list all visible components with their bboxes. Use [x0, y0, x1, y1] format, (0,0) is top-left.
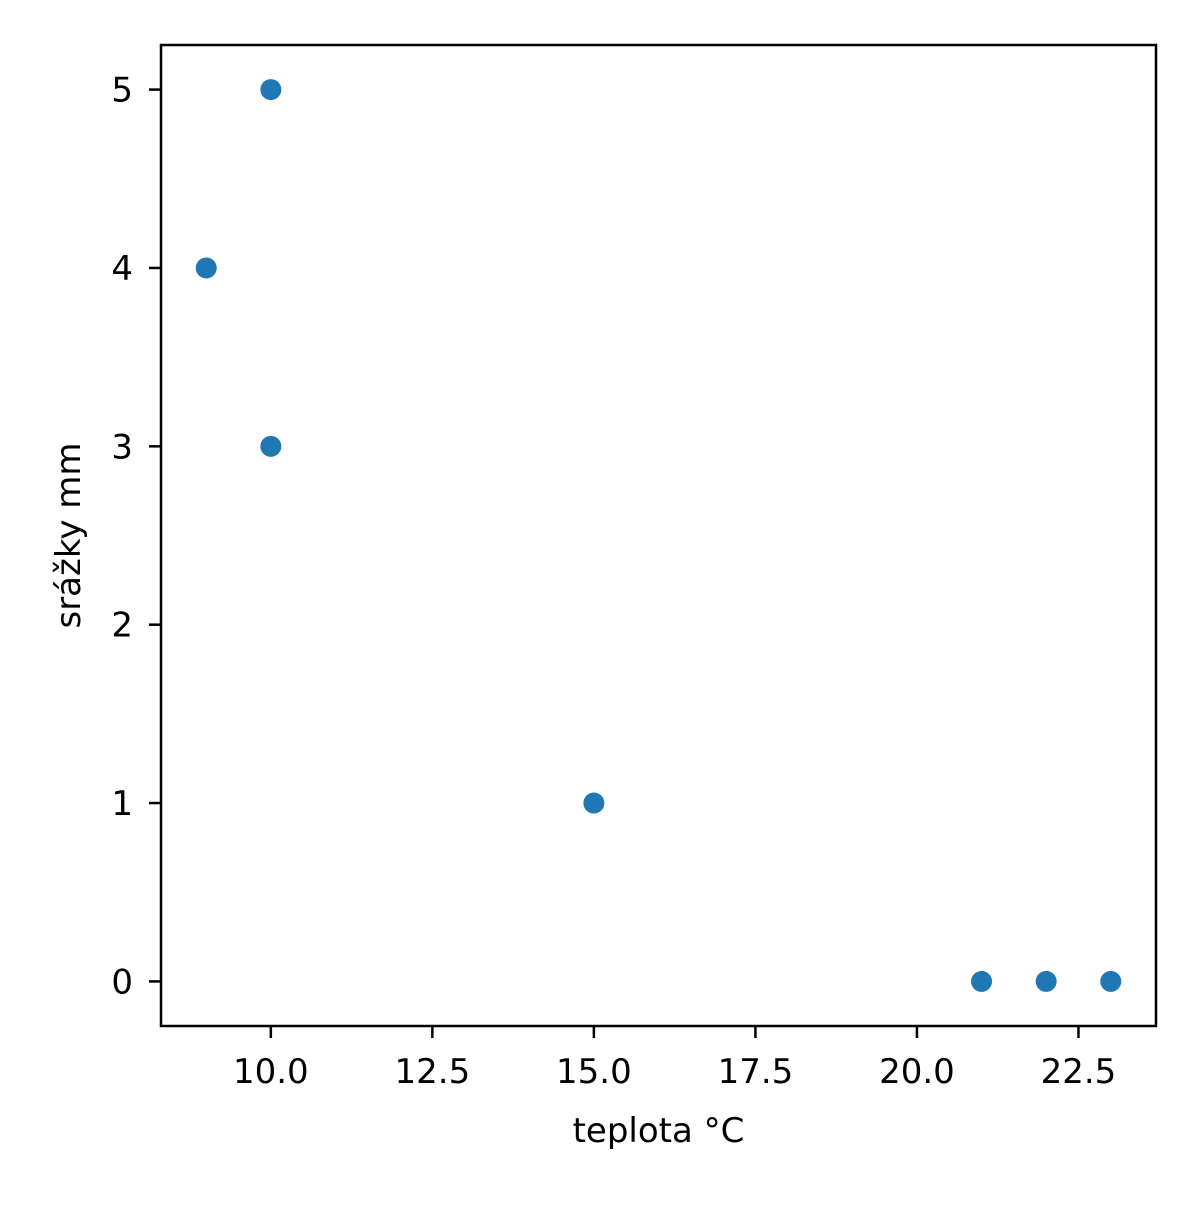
points-layer — [195, 79, 1122, 992]
plot-frame — [159, 43, 1158, 1028]
x-tick-label: 12.5 — [395, 1052, 471, 1092]
y-axis-label: srážky mm — [49, 442, 89, 628]
y-tick-label: 1 — [111, 784, 133, 824]
y-tick-label: 2 — [111, 606, 133, 646]
y-tick-label: 0 — [111, 962, 133, 1002]
x-axis-label: teplota °C — [573, 1111, 745, 1151]
x-tick-label: 22.5 — [1041, 1052, 1117, 1092]
x-tick-label: 20.0 — [879, 1052, 955, 1092]
x-tick-label: 15.0 — [556, 1052, 632, 1092]
y-tick-label: 4 — [111, 249, 133, 289]
x-tick-label: 10.0 — [233, 1052, 309, 1092]
ticks-layer: 10.0 12.5 15.0 17.5 20.0 22.5 0 1 2 3 4 5 — [111, 71, 1116, 1092]
data-point — [260, 435, 282, 457]
data-point — [260, 79, 282, 101]
x-tick-label: 17.5 — [718, 1052, 794, 1092]
y-tick-label: 5 — [111, 71, 133, 111]
data-point — [1035, 970, 1057, 992]
y-tick-label: 3 — [111, 427, 133, 467]
data-point — [1100, 970, 1122, 992]
data-point — [971, 970, 993, 992]
data-point — [583, 792, 605, 814]
data-point — [195, 257, 217, 279]
